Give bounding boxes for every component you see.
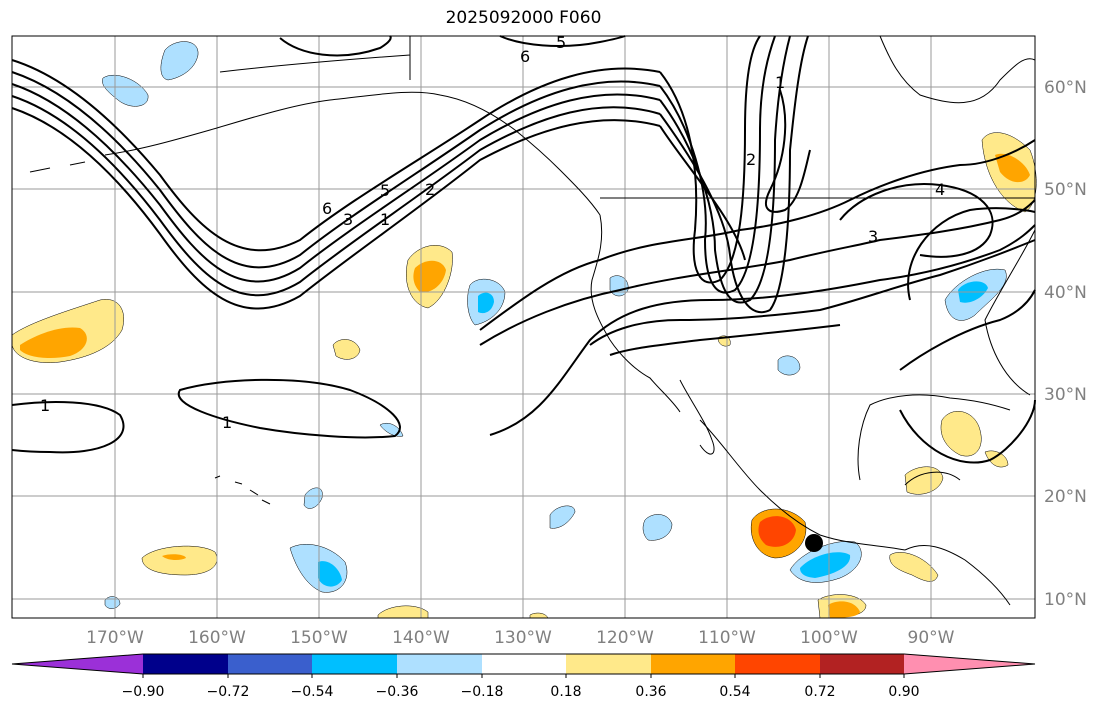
alaska-coast [104,91,601,216]
hawaii-islands [214,475,271,505]
longitude-labels: 170°W 160°W 150°W 140°W 130°W 120°W 110°… [86,628,955,648]
hudson-coast [879,35,1036,104]
contour-label: 3 [868,227,878,246]
lat-label: 10°N [1044,590,1087,610]
latitude-labels: 60°N 50°N 40°N 30°N 20°N 10°N [1044,78,1087,610]
storm-center-marker [805,534,823,552]
positive-anomaly-region [529,612,549,619]
lon-label: 120°W [596,628,654,648]
lon-label: 140°W [392,628,450,648]
negative-anomaly-region [303,487,323,509]
anomaly-shading [11,41,1037,619]
positive-anomaly-region [995,153,1030,183]
positive-anomaly-region [904,466,944,495]
colorbar-segment [566,654,651,674]
colorbar-segment [12,654,143,674]
negative-anomaly-region [160,41,199,81]
positive-anomaly-region [332,339,361,360]
colorbar-tick-label: −0.54 [291,684,334,700]
positive-anomaly-region [828,601,860,618]
colorbar-tick-label: 0.72 [804,684,835,700]
contour-label: 2 [425,180,435,199]
lat-label: 40°N [1044,283,1087,303]
gulf-coast [857,394,1011,481]
colorbar-tick-label: −0.72 [207,684,250,700]
negative-anomaly-region [777,355,801,376]
graticule [12,36,1035,618]
colorbar-tick-label: −0.36 [376,684,419,700]
positive-anomaly-region [889,552,939,582]
positive-anomaly-region [413,260,446,293]
negative-anomaly-region [549,505,576,529]
contour-labels: 1 1 1 1 2 2 3 3 4 5 5 6 6 [40,33,945,432]
eastern-coast [984,229,1036,396]
map-title: 2025092000 F060 [445,8,602,28]
contour-label: 1 [775,73,785,92]
lat-label: 50°N [1044,180,1087,200]
colorbar-segment [312,654,397,674]
colorbar-tick-label: 0.36 [635,684,666,700]
colorbar-segment [482,654,566,674]
colorbar-segment [143,654,228,674]
contour-label: 1 [40,396,50,415]
positive-anomaly-region [758,516,796,547]
colorbar-segment [904,654,1035,674]
colorbar-tick-label: −0.18 [461,684,504,700]
negative-anomaly-region [478,292,494,314]
west-coast [590,214,681,413]
lon-label: 130°W [494,628,552,648]
colorbar-tick-label: 0.54 [719,684,750,700]
positive-anomaly-region [20,327,87,358]
mexico-coast [699,419,906,551]
contour-label: 4 [935,180,945,199]
contour-label: 6 [520,47,530,66]
yucatan [904,471,961,486]
positive-anomaly-region [141,545,218,576]
lat-label: 30°N [1044,385,1087,405]
contour-label: 5 [556,33,566,52]
negative-anomaly-region [800,552,851,578]
colorbar-tick-label: −0.90 [122,684,165,700]
alaska-north-coast [219,36,411,73]
positive-anomaly-region [162,554,186,561]
lon-label: 160°W [188,628,246,648]
contour-label: 2 [746,150,756,169]
lon-label: 100°W [800,628,858,648]
negative-anomaly-region [102,74,149,107]
colorbar: −0.90 −0.72 −0.54 −0.36 −0.18 0.18 0.36 … [11,653,1036,700]
contour-label: 6 [322,199,332,218]
colorbar-segment [820,654,904,674]
colorbar-segment [397,654,482,674]
negative-anomaly-region [642,514,673,541]
colorbar-segment [651,654,735,674]
contours [11,35,1036,464]
lat-label: 60°N [1044,78,1087,98]
colorbar-tick-label: 0.18 [550,684,581,700]
positive-anomaly-region [984,450,1009,468]
positive-anomaly-region [940,411,982,457]
contour-label: 5 [380,181,390,200]
negative-anomaly-region [318,561,342,587]
colorbar-segment [228,654,312,674]
colorbar-segment [735,654,820,674]
lon-label: 170°W [86,628,144,648]
lat-label: 20°N [1044,487,1087,507]
contour-label: 1 [380,210,390,229]
aleutian-islands [29,161,86,173]
lon-label: 90°W [908,628,955,648]
colorbar-tick-label: 0.90 [888,684,919,700]
coastlines [29,35,1036,606]
negative-anomaly-region [104,596,121,609]
central-america [904,544,1011,606]
map-frame [11,35,1036,619]
positive-anomaly-region [377,605,429,619]
baja-california [679,379,715,455]
lon-label: 110°W [698,628,756,648]
contour-label: 3 [343,210,353,229]
lon-label: 150°W [290,628,348,648]
contour-label: 1 [222,413,232,432]
